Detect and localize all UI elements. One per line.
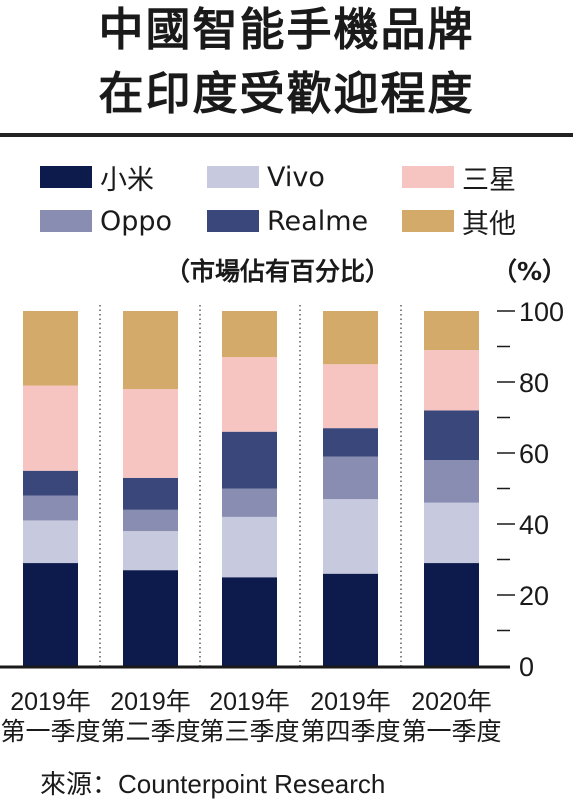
- bar-segment: [222, 311, 277, 358]
- category-quarter-label: 第四季度: [300, 718, 401, 746]
- chart-title-line-2: 在印度受歡迎程度: [98, 67, 475, 120]
- category-year-label: 2019年: [209, 688, 290, 716]
- bar-segment: [424, 460, 479, 503]
- bar-segment: [323, 573, 378, 666]
- bar-segment: [222, 577, 277, 666]
- bar-segment: [323, 456, 378, 500]
- bar-segment: [23, 563, 78, 666]
- bar-segment: [222, 357, 277, 432]
- legend-label: 三星: [462, 164, 516, 196]
- legend-item: Vivo: [207, 161, 325, 193]
- legend-label: Vivo: [267, 161, 325, 193]
- bar-segment: [424, 563, 479, 666]
- category-quarter-label: 第二季度: [100, 718, 201, 746]
- bar-segment: [323, 311, 378, 365]
- category-quarter-label: 第一季度: [401, 718, 502, 746]
- chart-title-line-1: 中國智能手機品牌: [98, 3, 475, 56]
- category-year-label: 2019年: [310, 688, 391, 716]
- bar-segment: [123, 311, 178, 390]
- bar-segment: [323, 428, 378, 457]
- legend-item: Oppo: [40, 205, 173, 237]
- y-tick-label: 0: [519, 652, 534, 682]
- bar-segment: [23, 470, 78, 496]
- bar-segment: [23, 385, 78, 471]
- legend-swatch: [207, 210, 259, 232]
- y-tick-label: 20: [519, 581, 549, 611]
- category-quarter-label: 第一季度: [0, 718, 101, 746]
- bar-segment: [424, 350, 479, 411]
- bar-segment: [123, 570, 178, 666]
- bar-segment: [23, 495, 78, 521]
- category-year-label: 2019年: [10, 688, 91, 716]
- legend-swatch: [40, 166, 92, 188]
- source-note: 來源：Counterpoint Research: [40, 769, 386, 799]
- bar-segment: [222, 488, 277, 517]
- legend-label: Realme: [267, 205, 369, 237]
- legend-label: 小米: [100, 164, 154, 196]
- y-axis-unit: （%）: [492, 257, 568, 286]
- bar-segment: [123, 389, 178, 478]
- bar-segment: [123, 509, 178, 532]
- legend-item: 三星: [402, 162, 516, 196]
- category-quarter-label: 第三季度: [199, 718, 300, 746]
- legend-swatch: [207, 166, 259, 188]
- category-year-label: 2020年: [411, 688, 492, 716]
- bar-segment: [222, 431, 277, 489]
- category-year-label: 2019年: [110, 688, 191, 716]
- legend-label: 其他: [462, 208, 516, 240]
- legend-item: 小米: [40, 162, 154, 196]
- bar-segment: [424, 502, 479, 564]
- legend-label: Oppo: [100, 205, 173, 237]
- legend-swatch: [40, 210, 92, 232]
- y-tick-label: 80: [519, 368, 549, 398]
- bar-segment: [222, 516, 277, 578]
- legend-item: 其他: [402, 206, 516, 240]
- title-divider: [0, 133, 573, 137]
- bar-segment: [424, 410, 479, 461]
- y-tick-label: 40: [519, 510, 549, 540]
- bar-segment: [323, 499, 378, 574]
- legend-swatch: [402, 166, 454, 188]
- bar-segment: [23, 520, 78, 564]
- chart-subtitle: （市場佔有百分比）: [165, 257, 391, 286]
- bar-segment: [424, 311, 479, 351]
- bar-segment: [123, 531, 178, 571]
- bar-segment: [23, 311, 78, 386]
- bar-segment: [323, 364, 378, 429]
- legend-item: Realme: [207, 205, 369, 237]
- y-tick-label: 60: [519, 439, 549, 469]
- bar-segment: [123, 477, 178, 510]
- legend-swatch: [402, 210, 454, 232]
- y-tick-label: 100: [519, 297, 564, 327]
